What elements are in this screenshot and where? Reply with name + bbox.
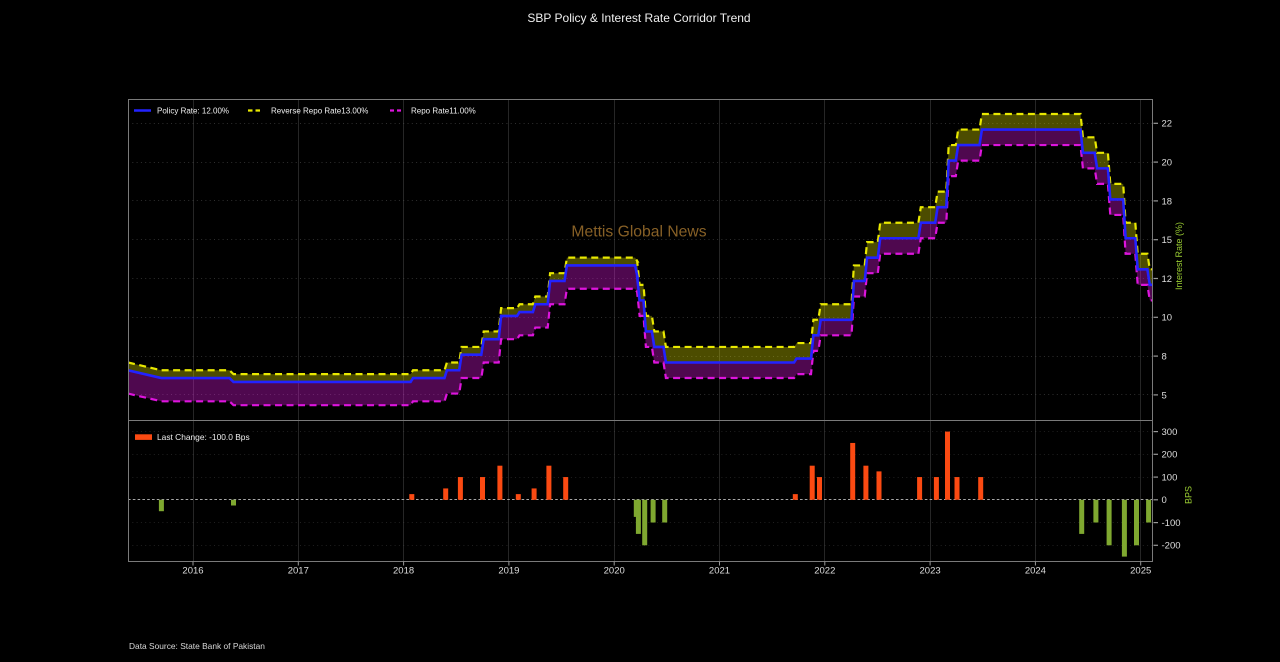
svg-text:15: 15 [1162, 235, 1173, 246]
svg-text:Reverse Repo Rate13.00%: Reverse Repo Rate13.00% [271, 107, 368, 116]
svg-text:12: 12 [1162, 274, 1173, 285]
svg-text:2017: 2017 [288, 566, 309, 577]
svg-text:Data Source: State Bank of Pak: Data Source: State Bank of Pakistan [129, 641, 265, 651]
svg-text:8: 8 [1162, 352, 1167, 363]
svg-text:SBP Policy & Interest Rate Cor: SBP Policy & Interest Rate Corridor Tren… [527, 11, 750, 25]
svg-text:2024: 2024 [1025, 566, 1046, 577]
svg-text:10: 10 [1162, 313, 1173, 324]
svg-text:2016: 2016 [182, 566, 203, 577]
svg-text:2018: 2018 [393, 566, 414, 577]
svg-text:-100: -100 [1162, 518, 1181, 529]
svg-text:18: 18 [1162, 196, 1173, 207]
svg-text:BPS: BPS [1184, 486, 1194, 504]
svg-text:300: 300 [1162, 427, 1178, 438]
svg-text:100: 100 [1162, 473, 1178, 484]
svg-text:22: 22 [1162, 119, 1173, 130]
svg-text:2019: 2019 [498, 566, 519, 577]
svg-text:-200: -200 [1162, 541, 1181, 552]
svg-text:2023: 2023 [920, 566, 941, 577]
svg-text:Mettis Global News: Mettis Global News [571, 224, 706, 241]
svg-text:2022: 2022 [814, 566, 835, 577]
svg-text:Policy Rate: 12.00%: Policy Rate: 12.00% [157, 107, 229, 116]
svg-text:20: 20 [1162, 158, 1173, 169]
svg-text:200: 200 [1162, 450, 1178, 461]
svg-text:Repo Rate11.00%: Repo Rate11.00% [411, 107, 476, 116]
svg-text:2025: 2025 [1130, 566, 1151, 577]
svg-text:5: 5 [1162, 390, 1167, 401]
svg-text:2020: 2020 [604, 566, 625, 577]
svg-text:Last Change: -100.0 Bps: Last Change: -100.0 Bps [157, 432, 250, 442]
svg-text:0: 0 [1162, 495, 1167, 506]
svg-text:2021: 2021 [709, 566, 730, 577]
svg-text:Interest Rate (%): Interest Rate (%) [1174, 222, 1184, 290]
